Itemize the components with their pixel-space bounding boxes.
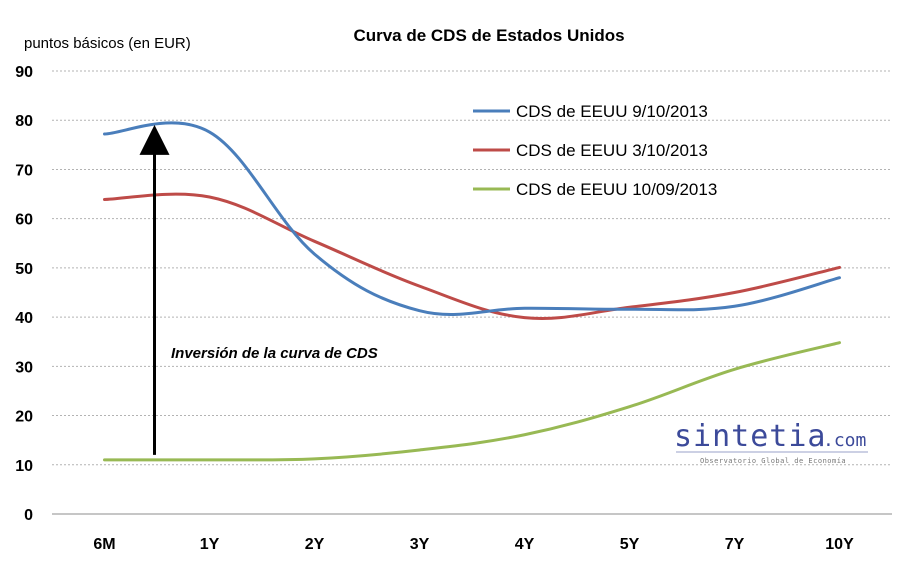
series-line (103, 341, 841, 462)
y-tick-label: 20 (15, 409, 33, 426)
y-tick-label: 0 (24, 507, 33, 524)
x-tick-label: 1Y (200, 536, 220, 553)
y-tick-label: 30 (15, 359, 33, 376)
logo-tagline: Observatorio Global de Economía (700, 457, 846, 465)
series-lines (103, 121, 841, 462)
y-tick-label: 10 (15, 458, 33, 475)
x-tick-label: 7Y (725, 536, 745, 553)
y-axis-ticks: 0 10 20 30 40 50 60 70 80 90 (15, 64, 33, 524)
x-tick-label: 4Y (515, 536, 535, 553)
x-axis-ticks: 6M 1Y 2Y 3Y 4Y 5Y 7Y 10Y (93, 536, 854, 553)
y-tick-label: 40 (15, 310, 33, 327)
x-tick-label: 3Y (410, 536, 430, 553)
y-tick-label: 50 (15, 261, 33, 278)
logo-main-text: sintetia (674, 419, 827, 454)
y-tick-label: 70 (15, 162, 33, 179)
series-line (103, 192, 841, 320)
x-tick-label: 2Y (305, 536, 325, 553)
series-line (103, 121, 841, 317)
y-tick-label: 60 (15, 212, 33, 229)
sintetia-logo: sintetia .com Observatorio Global de Eco… (674, 419, 868, 465)
logo-suffix-text: .com (823, 430, 866, 451)
y-tick-label: 90 (15, 64, 33, 81)
legend-label: CDS de EEUU 3/10/2013 (516, 141, 708, 160)
x-tick-label: 6M (93, 536, 115, 553)
y-tick-label: 80 (15, 113, 33, 130)
legend-label: CDS de EEUU 9/10/2013 (516, 102, 708, 121)
inversion-annotation: Inversión de la curva de CDS (171, 345, 378, 362)
gridlines (52, 70, 892, 466)
legend-label: CDS de EEUU 10/09/2013 (516, 180, 717, 199)
y-axis-label: puntos básicos (en EUR) (24, 35, 191, 52)
x-tick-label: 5Y (620, 536, 640, 553)
chart-title: Curva de CDS de Estados Unidos (353, 26, 624, 45)
legend: CDS de EEUU 9/10/2013 CDS de EEUU 3/10/20… (473, 102, 717, 199)
annotation: Inversión de la curva de CDS (139, 124, 378, 455)
x-tick-label: 10Y (825, 536, 854, 553)
